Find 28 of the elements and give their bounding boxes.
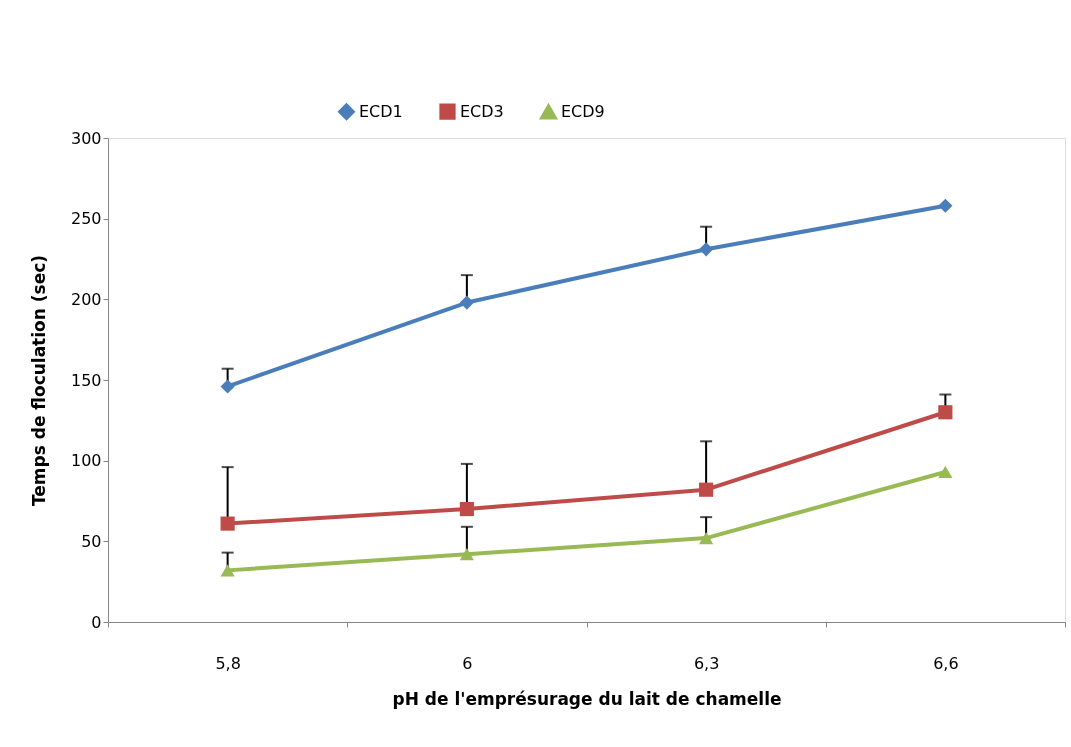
y-tick-label: 0 xyxy=(91,612,102,632)
point xyxy=(699,242,714,257)
y-tick-label: 250 xyxy=(70,209,102,229)
y-tick-label: 150 xyxy=(70,370,102,390)
point xyxy=(459,548,474,561)
point xyxy=(699,531,714,545)
point xyxy=(938,405,953,420)
legend-label: ECD1 xyxy=(359,101,403,121)
x-tick-label: 5,8 xyxy=(215,653,241,673)
y-tick-label: 300 xyxy=(70,128,102,148)
y-axis-title: Temps de floculation (sec) xyxy=(28,254,49,507)
point xyxy=(220,379,235,394)
x-tick-label: 6,3 xyxy=(693,653,720,673)
point xyxy=(220,564,235,577)
x-tick-label: 6 xyxy=(462,653,473,673)
point xyxy=(699,482,714,497)
x-axis-title: pH de l'emprésurage du lait de chamelle xyxy=(392,688,782,709)
point xyxy=(938,198,953,213)
point xyxy=(220,516,235,531)
x-tick-label: 6,6 xyxy=(933,653,959,673)
point xyxy=(938,465,953,479)
y-tick-label: 200 xyxy=(70,289,102,309)
legend-label: ECD3 xyxy=(460,101,504,121)
point xyxy=(459,295,474,310)
legend-label: ECD9 xyxy=(561,102,605,122)
point xyxy=(459,502,474,517)
y-tick-label: 100 xyxy=(70,451,102,471)
y-tick-label: 50 xyxy=(81,531,102,551)
